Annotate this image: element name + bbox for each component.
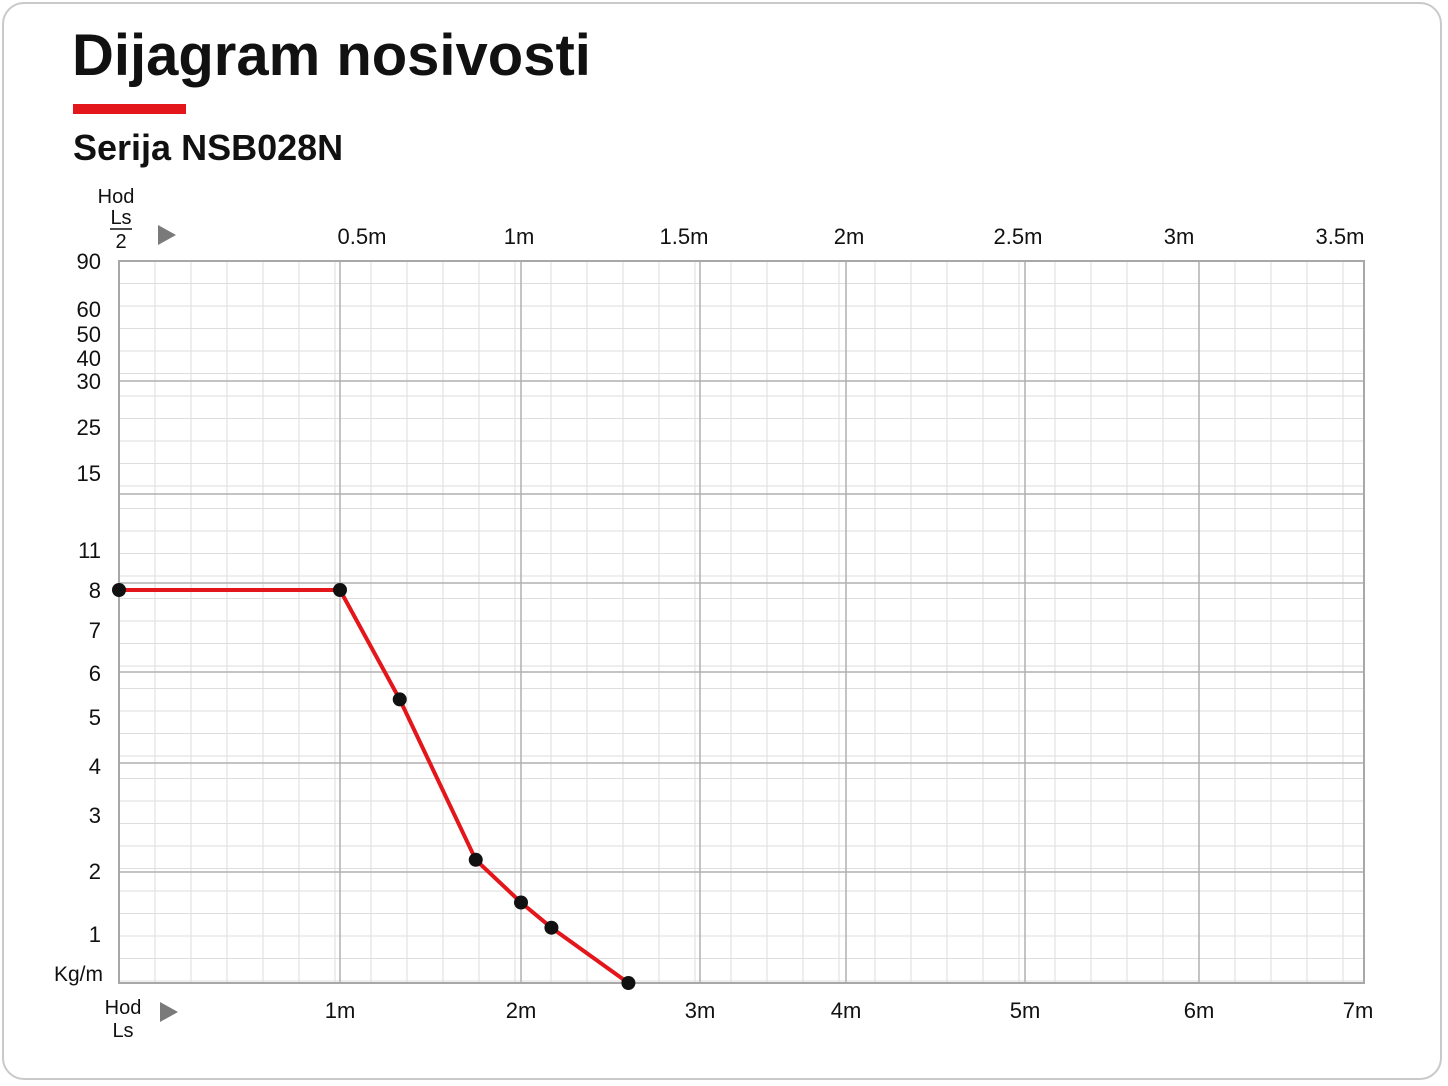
bottom-tick-label: 3m bbox=[685, 998, 716, 1023]
top-tick-label: 0.5m bbox=[338, 224, 387, 249]
top-tick-label: 2.5m bbox=[994, 224, 1043, 249]
grid-major bbox=[119, 261, 1364, 983]
data-point bbox=[514, 895, 528, 910]
bottom-tick-label: 6m bbox=[1184, 998, 1215, 1023]
data-point bbox=[468, 852, 483, 867]
plot-border bbox=[118, 260, 1365, 984]
y-tick-label: 40 bbox=[77, 346, 101, 371]
y-unit-label: Kg/m bbox=[54, 963, 103, 986]
bottom-tick-label: 2m bbox=[506, 998, 537, 1023]
top-tick-label: 3.5m bbox=[1316, 224, 1365, 249]
bottom-axis-arrow-icon bbox=[160, 1002, 178, 1022]
y-tick-label: 11 bbox=[78, 538, 101, 563]
y-tick-label: 4 bbox=[89, 754, 101, 779]
top-tick-label: 2m bbox=[834, 224, 865, 249]
y-tick-label: 3 bbox=[89, 803, 101, 828]
series-layer bbox=[112, 583, 636, 990]
data-point bbox=[333, 583, 347, 597]
y-tick-label: 90 bbox=[77, 249, 101, 274]
bottom-axis-label-ls: Ls bbox=[112, 1020, 133, 1042]
data-point bbox=[112, 583, 126, 597]
data-point bbox=[621, 976, 636, 990]
page-title: Dijagram nosivosti bbox=[72, 23, 591, 88]
y-tick-label: 25 bbox=[77, 415, 101, 440]
bottom-axis-label-hod: Hod bbox=[105, 997, 142, 1019]
bottom-tick-label: 4m bbox=[831, 998, 862, 1023]
top-tick-label: 1.5m bbox=[660, 224, 709, 249]
y-tick-label: 8 bbox=[89, 578, 101, 603]
y-tick-label: 15 bbox=[77, 461, 101, 486]
bottom-tick-label: 7m bbox=[1343, 998, 1374, 1023]
title-accent-bar bbox=[73, 104, 186, 114]
data-point bbox=[544, 920, 559, 935]
top-axis-label-hod: Hod bbox=[98, 186, 135, 208]
y-tick-label: 6 bbox=[89, 661, 101, 686]
top-tick-label: 3m bbox=[1164, 224, 1195, 249]
y-tick-label: 30 bbox=[77, 369, 101, 394]
bottom-tick-labels: 1m 2m 3m 4m 5m 6m 7m bbox=[325, 998, 1374, 1023]
top-axis-arrow-icon bbox=[158, 225, 176, 245]
bottom-tick-label: 1m bbox=[325, 998, 356, 1023]
top-axis-label-ls: Ls bbox=[110, 207, 131, 229]
grid-minor bbox=[119, 261, 1364, 983]
y-tick-label: 1 bbox=[89, 922, 101, 947]
y-tick-label: 2 bbox=[89, 859, 101, 884]
data-point bbox=[392, 692, 407, 707]
top-tick-label: 1m bbox=[504, 224, 535, 249]
y-tick-label: 7 bbox=[89, 618, 101, 643]
y-tick-label: 60 bbox=[77, 297, 101, 322]
y-tick-label: 50 bbox=[77, 322, 101, 347]
page-subtitle: Serija NSB028N bbox=[73, 127, 344, 168]
y-tick-label: 5 bbox=[89, 705, 101, 730]
bottom-tick-label: 5m bbox=[1010, 998, 1041, 1023]
top-axis-label-2: 2 bbox=[115, 231, 126, 253]
top-tick-labels: 0.5m 1m 1.5m 2m 2.5m 3m 3.5m bbox=[338, 224, 1365, 249]
